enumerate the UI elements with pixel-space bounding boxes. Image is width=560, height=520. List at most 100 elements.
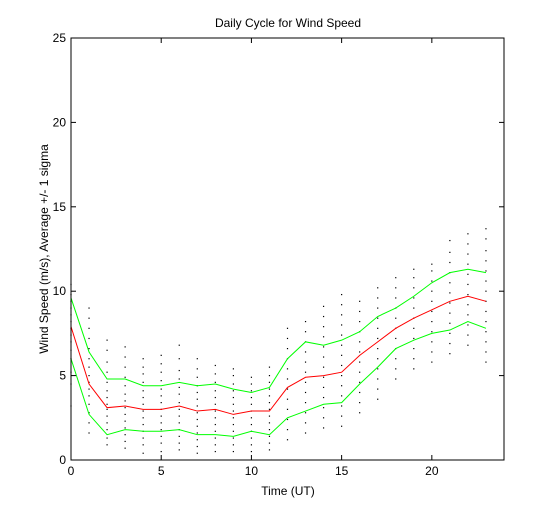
scatter-point [449, 302, 451, 304]
scatter-point [142, 358, 144, 360]
scatter-point [106, 381, 108, 383]
scatter-point [214, 437, 216, 439]
scatter-point [377, 358, 379, 360]
scatter-point [178, 449, 180, 451]
scatter-point [322, 366, 325, 368]
scatter-point [341, 364, 343, 367]
scatter-point [268, 408, 271, 410]
scatter-point [359, 361, 361, 363]
scatter-point [485, 300, 487, 302]
scatter-point [196, 391, 198, 394]
scatter-point [467, 263, 469, 265]
scatter-point [178, 442, 180, 444]
scatter-point [322, 376, 325, 378]
scatter-point [196, 398, 198, 400]
y-tick-label: 5 [59, 369, 66, 383]
scatter-point [214, 410, 216, 412]
scatter-point [124, 420, 126, 422]
scatter-point [449, 239, 451, 242]
scatter-point [304, 391, 307, 394]
scatter-point [467, 344, 469, 346]
scatter-point [485, 250, 487, 252]
scatter-point [142, 410, 144, 412]
scatter-point [359, 412, 361, 414]
scatter-point [88, 347, 90, 350]
scatter-point [322, 356, 325, 358]
scatter-point [395, 358, 397, 360]
scatter-point [268, 422, 271, 424]
scatter-point [431, 280, 433, 282]
scatter-point [268, 395, 271, 397]
scatter-point [160, 371, 162, 373]
scatter-point [232, 437, 234, 439]
scatter-point [485, 361, 487, 363]
scatter-point [232, 375, 234, 377]
scatter-point [286, 388, 289, 390]
scatter-point [341, 354, 343, 356]
scatter-point [106, 396, 108, 399]
scatter-point [124, 346, 126, 348]
plot-area [70, 228, 487, 454]
scatter-point [268, 381, 271, 383]
scatter-point [142, 444, 144, 446]
scatter-point [304, 351, 307, 353]
scatter-point [106, 415, 108, 417]
scatter-point [359, 381, 361, 383]
scatter-point [286, 439, 289, 441]
scatter-point [341, 293, 343, 296]
chart-title: Daily Cycle for Wind Speed [215, 16, 361, 30]
scatter-point [214, 430, 216, 432]
scatter-point [485, 331, 487, 333]
scatter-point [431, 290, 433, 292]
scatter-point [467, 283, 469, 286]
scatter-point [359, 371, 361, 373]
scatter-point [449, 251, 451, 253]
scatter-point [250, 390, 253, 392]
scatter-point [431, 263, 433, 265]
scatter-point [286, 398, 289, 400]
y-tick-label: 20 [53, 115, 67, 129]
scatter-point [214, 364, 216, 367]
scatter-point [160, 442, 162, 444]
scatter-point [250, 450, 253, 453]
x-tick-label: 20 [425, 464, 439, 478]
scatter-point [322, 336, 325, 338]
scatter-point [88, 337, 90, 340]
scatter-point [250, 423, 253, 426]
scatter-point [322, 346, 325, 348]
scatter-point [322, 407, 325, 409]
scatter-point [322, 386, 325, 389]
y-axis-label: Wind Speed (m/s), Average +/- 1 sigma [37, 144, 51, 354]
scatter-point [124, 434, 126, 436]
scatter-point [214, 417, 216, 419]
scatter-point [232, 390, 234, 392]
scatter-point [268, 366, 271, 368]
scatter-point [160, 415, 162, 417]
scatter-point [304, 402, 307, 404]
scatter-point [413, 268, 415, 270]
scatter-point [160, 422, 162, 424]
scatter-point [232, 368, 234, 370]
scatter-point [377, 398, 379, 400]
scatter-point [142, 366, 144, 368]
x-tick-label: 10 [245, 464, 259, 478]
scatter-point [485, 320, 487, 323]
scatter-point [88, 422, 90, 424]
scatter-point [341, 425, 343, 427]
scatter-point [106, 444, 108, 446]
scatter-point [485, 290, 487, 292]
scatter-point [341, 375, 343, 377]
scatter-point [214, 423, 216, 426]
scatter-point [341, 314, 343, 316]
scatter-point [160, 402, 162, 404]
scatter-point [268, 442, 271, 444]
scatter-point [250, 383, 253, 385]
scatter-point [178, 435, 180, 437]
y-tick-label: 15 [53, 200, 67, 214]
scatter-point [395, 368, 397, 370]
scatter-point [178, 415, 180, 417]
scatter-point [377, 388, 379, 390]
scatter-point [124, 400, 126, 402]
scatter-point [250, 417, 253, 419]
